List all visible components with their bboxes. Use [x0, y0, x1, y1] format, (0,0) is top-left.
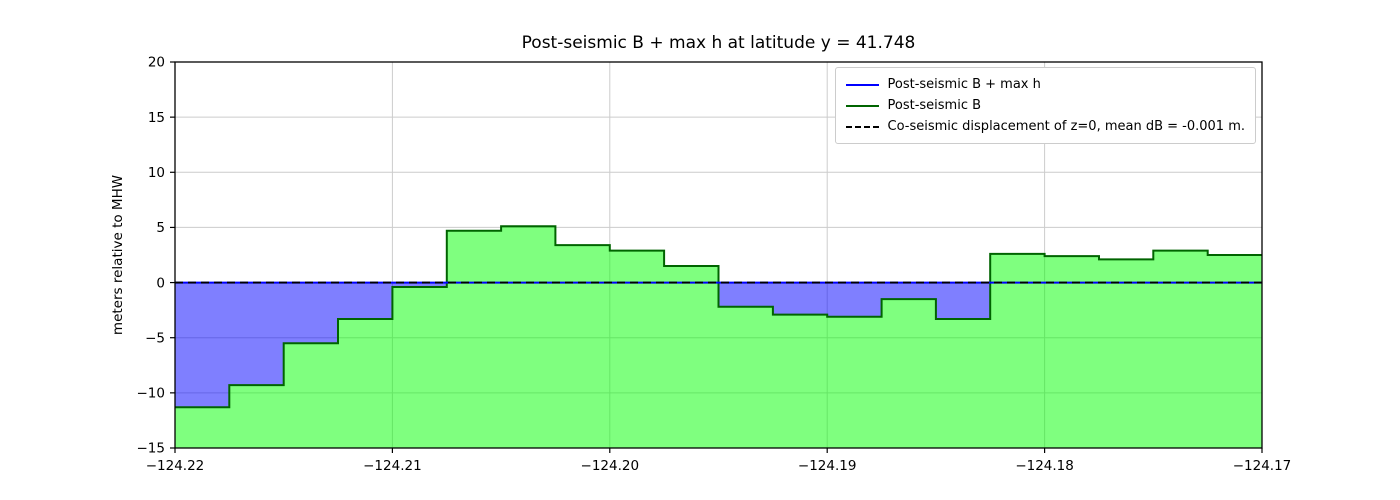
legend-line-sample-green: [845, 104, 879, 107]
svg-text:−10: −10: [137, 386, 166, 402]
svg-text:−124.17: −124.17: [1233, 458, 1292, 474]
svg-text:0: 0: [156, 275, 165, 291]
svg-text:−124.18: −124.18: [1015, 458, 1074, 474]
svg-text:10: 10: [148, 165, 165, 181]
legend-entry: Post-seismic B: [845, 95, 1246, 116]
legend-label: Post-seismic B + max h: [887, 77, 1041, 92]
legend-label: Co-seismic displacement of z=0, mean dB …: [887, 119, 1246, 134]
svg-text:15: 15: [148, 110, 165, 126]
svg-text:−5: −5: [145, 330, 165, 346]
legend-line-sample-dashed: [845, 125, 879, 128]
svg-text:−124.19: −124.19: [798, 458, 857, 474]
chart-title: Post-seismic B + max h at latitude y = 4…: [521, 33, 916, 53]
legend-line-sample-blue: [845, 83, 879, 86]
svg-text:−124.21: −124.21: [363, 458, 422, 474]
svg-text:−15: −15: [137, 441, 166, 457]
svg-text:−124.20: −124.20: [581, 458, 640, 474]
svg-text:5: 5: [156, 220, 165, 236]
legend-entry: Co-seismic displacement of z=0, mean dB …: [845, 116, 1246, 137]
svg-text:20: 20: [148, 55, 165, 71]
legend: Post-seismic B + max h Post-seismic B Co…: [834, 67, 1256, 144]
svg-text:−124.22: −124.22: [146, 458, 205, 474]
legend-entry: Post-seismic B + max h: [845, 74, 1246, 95]
legend-label: Post-seismic B: [887, 98, 982, 113]
